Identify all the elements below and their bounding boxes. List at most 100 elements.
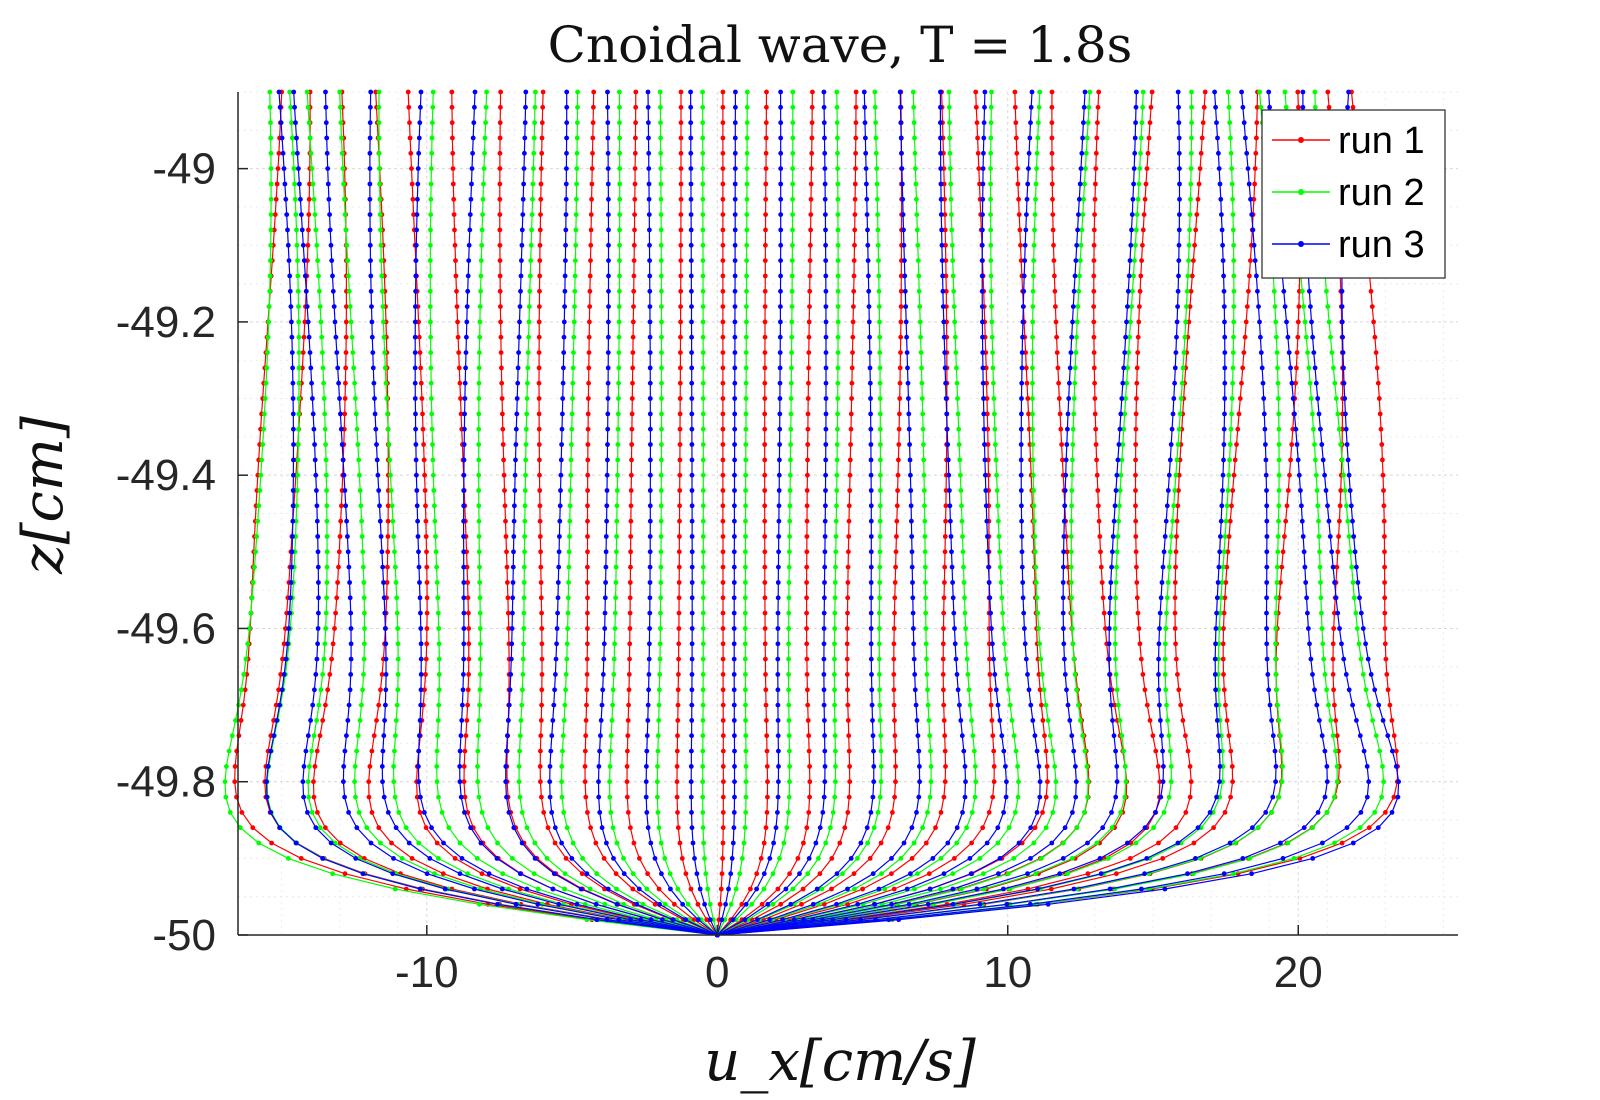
data-point (1018, 472, 1024, 478)
data-point (695, 917, 701, 923)
data-point (1025, 871, 1030, 877)
data-point (1291, 856, 1297, 861)
data-point (1022, 258, 1028, 263)
data-point (1213, 687, 1218, 693)
data-point (1039, 672, 1045, 677)
data-point (418, 672, 424, 677)
data-point (285, 227, 290, 233)
data-point (294, 503, 300, 509)
data-point (1217, 181, 1223, 187)
data-point (805, 687, 810, 693)
profile-line (716, 91, 769, 936)
data-point (957, 702, 962, 708)
data-point (700, 702, 706, 708)
data-point (1350, 518, 1355, 524)
data-point (896, 426, 902, 432)
data-point (1276, 457, 1282, 463)
data-point (605, 396, 611, 401)
data-point (938, 89, 943, 95)
data-point (616, 380, 621, 386)
data-point (1039, 702, 1044, 708)
data-point (586, 380, 591, 386)
data-point (943, 488, 949, 493)
data-point (304, 89, 310, 95)
data-point (1373, 733, 1379, 739)
data-point (835, 396, 841, 401)
data-point (383, 641, 389, 647)
data-point (668, 886, 673, 892)
data-point (545, 825, 551, 831)
data-point (969, 718, 974, 723)
data-point (1134, 380, 1140, 386)
data-point (417, 120, 423, 126)
data-point (868, 472, 874, 478)
data-point (289, 564, 295, 570)
data-point (743, 488, 748, 493)
data-point (1274, 334, 1279, 340)
data-point (1175, 442, 1181, 447)
data-point (1379, 794, 1384, 800)
data-point (950, 886, 956, 892)
data-point (763, 150, 769, 156)
data-point (1134, 595, 1140, 601)
data-point (720, 518, 726, 524)
data-point (1185, 871, 1190, 877)
data-point (1284, 319, 1289, 325)
data-point (1064, 687, 1069, 693)
data-point (255, 518, 261, 524)
data-point (316, 595, 321, 601)
data-point (316, 702, 322, 708)
data-point (943, 518, 948, 524)
data-point (1319, 733, 1325, 739)
data-point (348, 319, 354, 325)
data-point (471, 120, 477, 126)
data-point (898, 120, 904, 126)
data-point (1247, 856, 1253, 861)
data-point (677, 518, 682, 524)
data-point (507, 687, 513, 693)
data-point (1330, 641, 1336, 647)
data-point (413, 457, 419, 463)
data-point (1162, 656, 1168, 662)
data-point (764, 89, 769, 95)
data-point (720, 733, 726, 739)
data-point (428, 350, 434, 355)
data-point (1322, 794, 1328, 800)
data-point (910, 89, 916, 95)
data-point (822, 764, 828, 769)
data-point (388, 472, 393, 478)
data-point (1122, 764, 1128, 769)
data-point (1263, 810, 1269, 815)
data-point (434, 564, 439, 570)
data-point (762, 641, 768, 647)
data-point (940, 672, 946, 677)
data-point (520, 212, 526, 218)
data-point (868, 641, 874, 647)
profile-line (499, 91, 718, 936)
data-point (294, 242, 300, 248)
data-point (1075, 304, 1081, 309)
data-point (1121, 426, 1127, 432)
data-point (1213, 702, 1219, 708)
data-point (658, 534, 664, 539)
data-point (688, 886, 694, 892)
data-point (560, 396, 566, 401)
data-point (868, 549, 874, 555)
data-point (1252, 166, 1258, 172)
data-point (1176, 426, 1182, 432)
data-point (912, 135, 917, 141)
data-point (986, 580, 992, 585)
data-point (723, 901, 728, 907)
data-point (1289, 442, 1295, 447)
data-point (1023, 365, 1029, 371)
data-point (867, 350, 873, 355)
data-point (1214, 595, 1220, 601)
data-point (290, 503, 296, 509)
data-point (1310, 825, 1315, 831)
data-point (1227, 120, 1233, 126)
data-point (700, 273, 706, 279)
data-point (1163, 687, 1169, 693)
data-point (877, 365, 883, 371)
data-point (786, 672, 791, 677)
data-point (520, 656, 526, 662)
